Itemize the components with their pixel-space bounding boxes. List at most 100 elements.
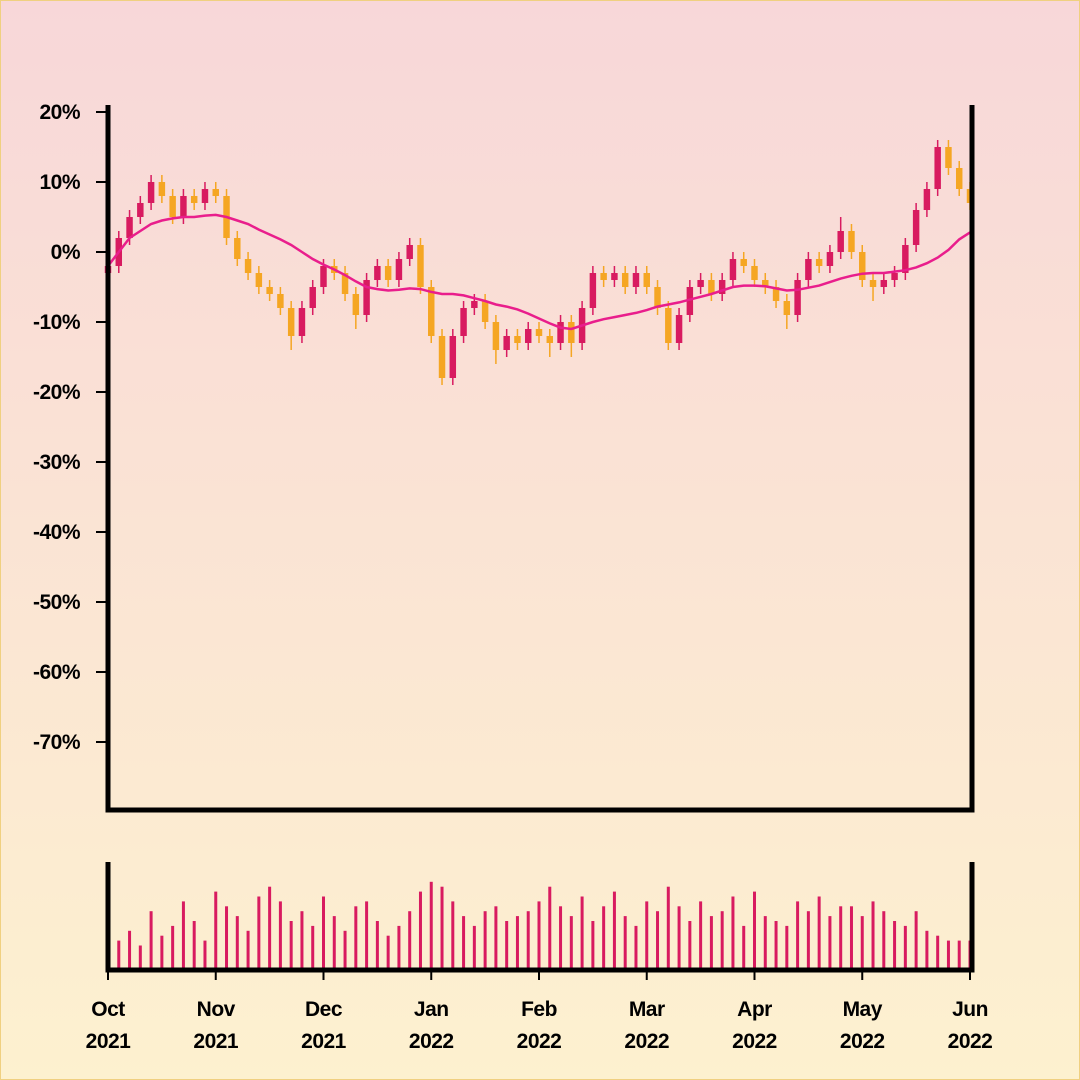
candle-body bbox=[492, 322, 500, 350]
volume-bar bbox=[699, 901, 703, 970]
candle-body bbox=[406, 245, 413, 259]
candle-body bbox=[126, 217, 133, 238]
volume-bar bbox=[849, 906, 853, 970]
candle-body bbox=[277, 294, 284, 308]
volume-bar bbox=[397, 925, 401, 970]
volume-bar bbox=[278, 901, 282, 970]
volume-bar bbox=[742, 925, 746, 970]
candle-body bbox=[686, 287, 694, 315]
volume-bar bbox=[623, 916, 627, 970]
volume-bar bbox=[181, 901, 185, 970]
volume-bar bbox=[925, 930, 929, 970]
candle-body bbox=[557, 322, 564, 343]
candle-body bbox=[697, 280, 704, 287]
candle-body bbox=[212, 189, 219, 196]
candle-body bbox=[201, 189, 209, 203]
candle-body bbox=[287, 308, 295, 336]
candle-body bbox=[438, 336, 446, 378]
volume-bar bbox=[171, 925, 175, 970]
candle-body bbox=[643, 273, 650, 287]
candle-body bbox=[665, 308, 672, 343]
candle-body bbox=[632, 273, 640, 287]
candle-body bbox=[826, 252, 834, 266]
x-tick-label: Dec 2021 bbox=[301, 998, 347, 1053]
candle-body bbox=[568, 322, 575, 343]
volume-bar bbox=[634, 925, 638, 970]
x-tick-label: Nov 2021 bbox=[193, 998, 239, 1053]
y-tick-label: -20% bbox=[33, 381, 81, 404]
y-tick-label: -30% bbox=[33, 451, 81, 474]
volume-bar bbox=[806, 911, 810, 970]
candle-body bbox=[417, 245, 424, 287]
candle-body bbox=[255, 273, 263, 287]
volume-bar bbox=[332, 916, 336, 970]
candle-body bbox=[869, 280, 877, 287]
x-tick-label: Jun 2022 bbox=[948, 998, 993, 1053]
candle-body bbox=[891, 273, 898, 280]
volume-bar bbox=[289, 921, 293, 970]
volume-bar bbox=[440, 886, 444, 970]
y-tick-label: 10% bbox=[39, 171, 80, 194]
candle-body bbox=[718, 280, 726, 294]
volume-bar bbox=[138, 945, 142, 970]
volume-bar bbox=[612, 891, 616, 970]
candle-body bbox=[384, 266, 392, 280]
y-tick-label: -10% bbox=[33, 311, 81, 334]
volume-bar bbox=[731, 896, 735, 970]
candle-body bbox=[708, 280, 715, 294]
volume-bar bbox=[311, 925, 315, 970]
candle-body bbox=[902, 245, 909, 273]
volume-bar bbox=[526, 911, 530, 970]
candle-body bbox=[611, 273, 618, 280]
candle-body bbox=[363, 280, 370, 315]
volume-bar bbox=[246, 930, 250, 970]
volume-bar bbox=[225, 906, 229, 970]
candle-body bbox=[341, 273, 349, 294]
candle-body bbox=[923, 189, 931, 210]
candle-body bbox=[234, 238, 241, 259]
volume-bar bbox=[343, 930, 347, 970]
volume-bar bbox=[322, 896, 325, 970]
volume-bar bbox=[774, 921, 778, 970]
volume-bar bbox=[192, 921, 196, 970]
volume-bar bbox=[160, 935, 164, 970]
volume-bar bbox=[515, 916, 519, 970]
volume-bar bbox=[354, 906, 358, 970]
candle-body bbox=[309, 287, 316, 308]
volume-bar bbox=[462, 916, 466, 970]
volume-bar bbox=[871, 901, 875, 970]
y-tick-label: -40% bbox=[33, 521, 81, 544]
candle-body bbox=[503, 336, 510, 350]
candle-body bbox=[169, 196, 176, 217]
volume-bar bbox=[408, 911, 412, 970]
candle-body bbox=[374, 266, 381, 280]
candle-body bbox=[912, 210, 920, 245]
candle-body bbox=[934, 147, 941, 189]
volume-bar bbox=[753, 891, 756, 970]
candle-body bbox=[805, 259, 812, 280]
volume-bar bbox=[796, 901, 800, 970]
y-tick-label: -60% bbox=[33, 661, 81, 684]
volume-bar bbox=[472, 925, 476, 970]
volume-bar bbox=[677, 906, 681, 970]
candle-body bbox=[654, 287, 661, 308]
candle-body bbox=[535, 329, 543, 336]
y-tick-label: 20% bbox=[39, 101, 80, 124]
y-tick-label: -50% bbox=[33, 591, 81, 614]
x-tick-label: Jan 2022 bbox=[409, 998, 454, 1053]
volume-bar bbox=[957, 940, 961, 970]
volume-bar bbox=[483, 911, 487, 970]
volume-bar bbox=[548, 886, 552, 970]
candle-body bbox=[481, 301, 489, 322]
volume-bar bbox=[300, 911, 304, 970]
candle-body bbox=[740, 259, 747, 266]
volume-bar bbox=[375, 921, 379, 970]
volume-bar bbox=[936, 935, 940, 970]
candle-body bbox=[794, 280, 801, 315]
volume-bar bbox=[537, 901, 541, 970]
candle-body bbox=[352, 294, 360, 315]
volume-bar bbox=[418, 891, 422, 970]
candle-body bbox=[158, 182, 166, 196]
